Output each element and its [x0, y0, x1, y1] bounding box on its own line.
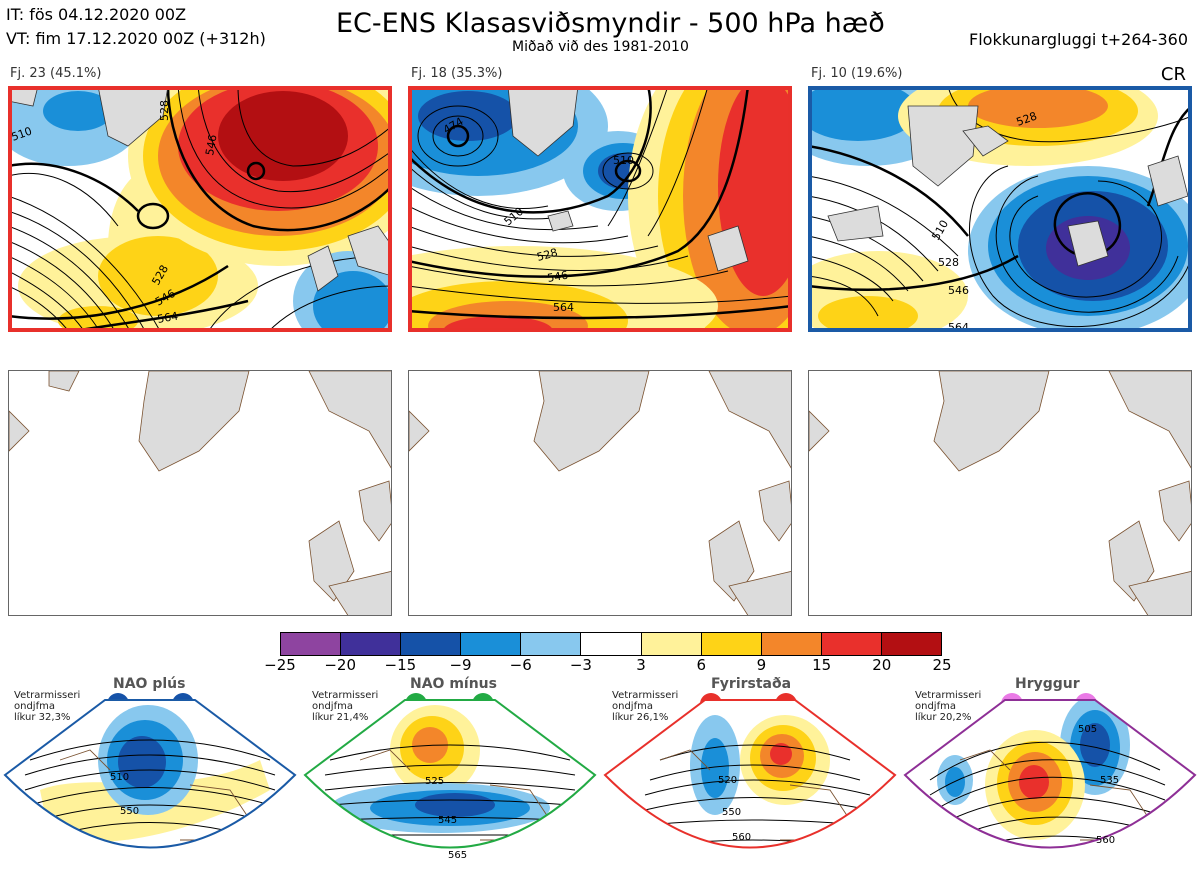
colorbar-segment [281, 633, 342, 655]
colorbar-tick-label: −15 [384, 656, 417, 674]
colorbar-segment [461, 633, 522, 655]
regime-blocking-map: 520 550 560 [603, 699, 897, 849]
colorbar-tick-label: −9 [449, 656, 472, 674]
secondary-map-3 [808, 370, 1192, 616]
colorbar-tick-label: −6 [509, 656, 532, 674]
colorbar-tick-label: 25 [932, 656, 952, 674]
contour-label: 564 [948, 321, 969, 332]
classification-window: Flokkunargluggi t+264-360 [969, 30, 1188, 49]
secondary-map-1 [8, 370, 392, 616]
contour-label: 550 [120, 806, 139, 817]
contour-label: 535 [1100, 775, 1119, 786]
contour-label: 550 [722, 807, 741, 818]
colorbar-segment [761, 633, 822, 655]
colorbar-segment [521, 633, 582, 655]
colorbar-tick-label: −25 [264, 656, 296, 674]
contour-label: 510 [110, 772, 129, 783]
regime-nao-minus-meta: Vetrarmisseri ondjfma líkur 21,4% [312, 690, 379, 723]
contour-label: 545 [438, 815, 457, 826]
secondary-map-2 [408, 370, 792, 616]
regime-ridge-meta: Vetrarmisseri ondjfma líkur 20,2% [915, 690, 982, 723]
cluster-map-2: 474 510 528 546 564 510 [408, 86, 792, 332]
colorbar-segment [821, 633, 882, 655]
contour-label: 564 [553, 301, 574, 314]
cr-label: CR [1160, 64, 1186, 85]
contour-label: 564 [156, 310, 179, 326]
colorbar-tick-label: −3 [569, 656, 592, 674]
colorbar-tick-label: 9 [756, 656, 767, 674]
contour-label: 520 [718, 775, 737, 786]
colorbar-tick-label: 6 [696, 656, 707, 674]
contour-label: 560 [732, 832, 751, 843]
colorbar-segment [881, 633, 942, 655]
colorbar-tick-label: 20 [872, 656, 892, 674]
regime-nao-minus-map: 525 545 565 [303, 699, 597, 861]
anomaly-colorbar [280, 632, 942, 656]
cluster-3-frame [808, 86, 1192, 332]
colorbar-segment [401, 633, 462, 655]
contour-label: 528 [938, 256, 959, 269]
initial-time: IT: fös 04.12.2020 00Z [6, 5, 187, 24]
regime-nao-plus-map: 510 550 [3, 699, 297, 849]
contour-label: 528 [158, 100, 171, 121]
regime-nao-minus-title: NAO mínus [410, 676, 497, 692]
contour-label: 565 [448, 850, 467, 861]
contour-label: 560 [1096, 835, 1115, 846]
colorbar-segment [581, 633, 642, 655]
contour-label: 546 [546, 269, 569, 285]
cluster-1-label: Fj. 23 (45.1%) [10, 66, 102, 81]
colorbar-tick-label: −20 [324, 656, 356, 674]
contour-label: 546 [203, 134, 219, 157]
contour-label: 505 [1078, 724, 1097, 735]
regime-blocking-meta: Vetrarmisseri ondjfma líkur 26,1% [612, 690, 679, 723]
contour-label: 525 [425, 776, 444, 787]
climatology-subtitle: Miðað við des 1981-2010 [512, 39, 689, 55]
cluster-map-1: 510 528 546 564 546 528 [8, 86, 392, 332]
contour-label: 528 [535, 246, 559, 264]
regime-ridge-map: 505 535 560 [903, 699, 1197, 849]
colorbar-tick-label: 3 [636, 656, 646, 674]
cluster-2-label: Fj. 18 (35.3%) [411, 66, 503, 81]
regime-ridge-title: Hryggur [1015, 676, 1080, 692]
contour-label: 510 [613, 154, 634, 167]
valid-time: VT: fim 17.12.2020 00Z (+312h) [6, 29, 266, 48]
cluster-2-frame [408, 86, 792, 332]
contour-label: 546 [948, 284, 969, 297]
page-title: EC-ENS Klasasviðsmyndir - 500 hPa hæð [336, 8, 885, 39]
regime-nao-plus-meta: Vetrarmisseri ondjfma líkur 32,3% [14, 690, 81, 723]
colorbar-segment [341, 633, 402, 655]
colorbar-segment [701, 633, 762, 655]
regime-nao-plus-title: NAO plús [113, 676, 186, 692]
cluster-map-3: 510 528 546 564 528 [808, 86, 1192, 332]
colorbar-tick-label: 15 [812, 656, 832, 674]
colorbar-segment [641, 633, 702, 655]
cluster-3-label: Fj. 10 (19.6%) [811, 66, 903, 81]
cluster-1-frame [8, 86, 392, 332]
regime-blocking-title: Fyrirstaða [711, 676, 792, 692]
